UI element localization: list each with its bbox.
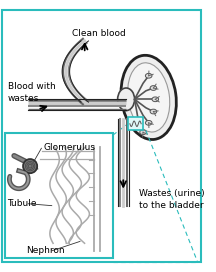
Bar	[5, 133, 113, 258]
Bar	[128, 117, 143, 130]
Ellipse shape	[150, 86, 157, 90]
Ellipse shape	[121, 55, 176, 140]
Ellipse shape	[145, 120, 152, 125]
Ellipse shape	[152, 97, 159, 102]
Text: Blood with
wastes: Blood with wastes	[8, 82, 55, 103]
Text: Tubule: Tubule	[8, 199, 37, 208]
Ellipse shape	[118, 88, 135, 111]
Ellipse shape	[128, 63, 170, 132]
Text: Glomerulus: Glomerulus	[43, 143, 95, 152]
Ellipse shape	[150, 109, 157, 114]
Text: Clean blood: Clean blood	[72, 29, 126, 38]
Ellipse shape	[23, 159, 37, 173]
Ellipse shape	[145, 73, 152, 78]
Text: Wastes (urine)
to the bladder: Wastes (urine) to the bladder	[139, 189, 205, 209]
Ellipse shape	[140, 130, 146, 135]
Text: Nephron: Nephron	[26, 246, 65, 255]
